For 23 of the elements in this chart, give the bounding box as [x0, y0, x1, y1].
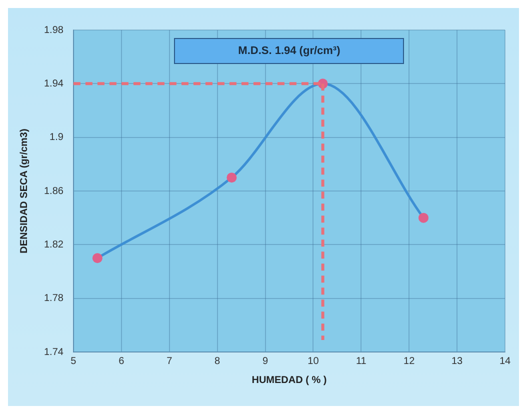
x-tick-label: 12	[404, 356, 416, 367]
x-tick-label: 14	[499, 356, 511, 367]
x-tick-label: 5	[70, 356, 77, 367]
point	[226, 172, 237, 183]
x-axis-title: HUMEDAD ( % )	[252, 374, 327, 386]
y-axis-title: DENSIDAD SECA (gr/cm3)	[18, 128, 30, 254]
x-tick-label: 8	[214, 356, 221, 367]
y-tick-label: 1.94	[44, 78, 64, 90]
x-tick-label: 6	[118, 356, 125, 367]
note-box: M.D.S. 1.94 (gr/cm³)	[174, 38, 404, 64]
y-tick-label: 1.78	[44, 293, 64, 304]
y-tick-label: 1.74	[44, 346, 64, 358]
x-tick-label: 10	[308, 356, 320, 367]
y-tick-label: 1.98	[44, 24, 64, 36]
y-tick-label: 1.82	[44, 239, 64, 250]
x-tick-label: 13	[451, 356, 464, 367]
x-tick-label: 9	[262, 356, 268, 367]
y-tick-label: 1.86	[44, 186, 64, 197]
point	[92, 253, 102, 264]
point	[418, 212, 428, 223]
y-tick-label: 1.9	[50, 132, 64, 144]
x-tick-label: 7	[166, 356, 173, 367]
x-tick-label: 11	[356, 356, 367, 367]
